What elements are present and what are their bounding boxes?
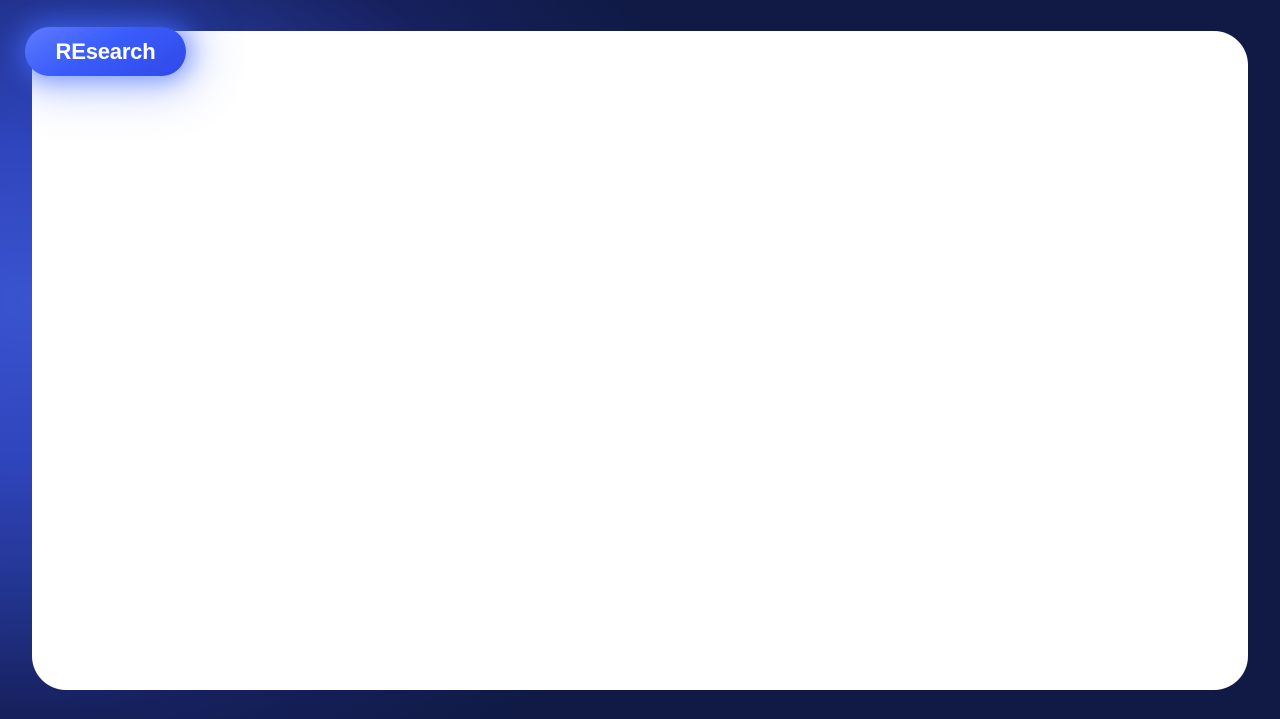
content-card: [32, 31, 1248, 690]
research-badge: REsearch: [25, 27, 186, 76]
research-badge-label: REsearch: [55, 38, 156, 64]
